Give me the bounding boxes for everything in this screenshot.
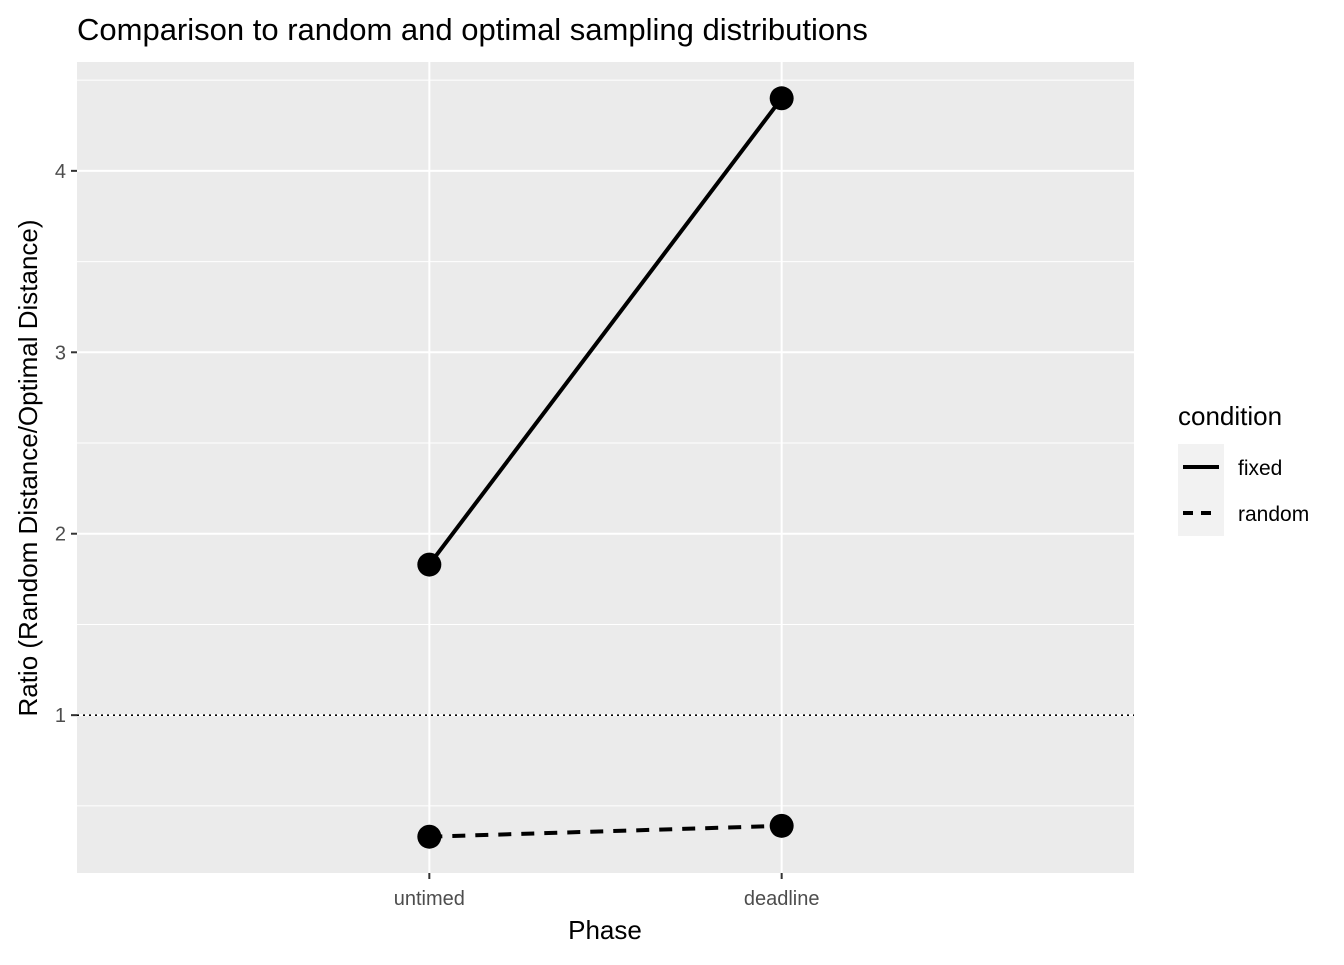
legend: condition fixed random — [1178, 401, 1309, 536]
series-layer — [417, 86, 794, 849]
data-point-random — [769, 813, 794, 838]
x-axis: untimed deadline — [394, 873, 820, 910]
legend-label-random: random — [1238, 503, 1309, 526]
minor-gridlines — [77, 79, 1134, 807]
legend-title: condition — [1178, 401, 1282, 431]
chart-title: Comparison to random and optimal samplin… — [77, 12, 868, 47]
series-line-random — [429, 823, 782, 839]
legend-label-fixed: fixed — [1238, 457, 1282, 480]
data-point-fixed — [769, 86, 794, 111]
x-tick-label: untimed — [394, 888, 465, 910]
x-tick-label: deadline — [744, 888, 820, 910]
data-point-random — [417, 824, 442, 849]
x-axis-title: Phase — [568, 915, 642, 945]
plot-panel — [77, 62, 1134, 873]
y-axis-title: Ratio (Random Distance/Optimal Distance) — [13, 219, 43, 716]
y-tick-label: 3 — [55, 342, 66, 364]
y-tick-label: 1 — [55, 705, 66, 727]
data-point-fixed — [417, 552, 442, 577]
series-line-fixed — [427, 97, 784, 566]
y-tick-label: 4 — [55, 161, 66, 183]
y-tick-label: 2 — [55, 524, 66, 546]
y-axis: 1 2 3 4 — [55, 161, 77, 727]
